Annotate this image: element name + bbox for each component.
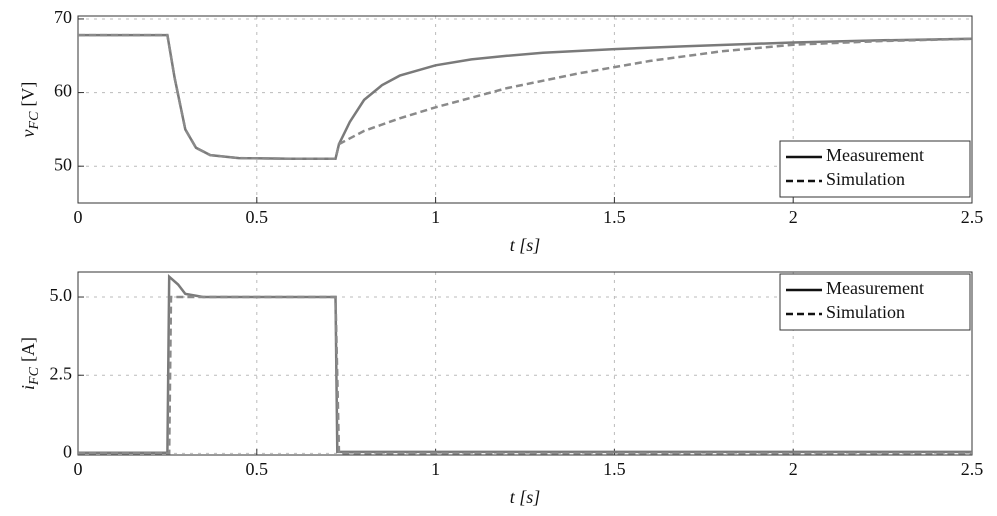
- x-axis-label: t [s]: [510, 487, 541, 507]
- legend-label: Measurement: [826, 145, 924, 165]
- data-line: [78, 33, 973, 161]
- plot-frame: [77, 15, 973, 204]
- legend-label: Simulation: [826, 169, 905, 189]
- y-label-subscript: FC: [27, 111, 42, 131]
- x-tick-label: 0: [74, 207, 83, 227]
- y-tick-label: 5.0: [50, 285, 73, 305]
- x-tick-label: 2.5: [961, 459, 984, 479]
- x-tick-label: 1: [431, 207, 440, 227]
- x-tick-label: 2.5: [961, 207, 984, 227]
- y-tick-label: 60: [54, 81, 72, 101]
- y-label-unit: [A]: [18, 337, 38, 362]
- y-label-unit: [V]: [18, 82, 38, 107]
- x-tick-label: 0: [74, 459, 83, 479]
- y-label-subscript: FC: [27, 366, 42, 386]
- x-tick-label: 2: [789, 459, 798, 479]
- legend-box: [779, 140, 971, 198]
- data-line: [78, 33, 973, 161]
- x-tick-label: 0.5: [246, 207, 269, 227]
- legend-label: Simulation: [826, 302, 905, 322]
- y-tick-label: 70: [54, 7, 72, 27]
- y-axis-label: iFC [A]: [18, 337, 42, 390]
- y-label-symbol: v: [18, 129, 38, 137]
- legend-box: [779, 273, 971, 331]
- data-line: [78, 273, 972, 455]
- legend-label: Measurement: [826, 278, 924, 298]
- y-tick-label: 0: [63, 442, 72, 462]
- data-line: [78, 295, 972, 455]
- plot-frame: [77, 271, 973, 456]
- y-tick-label: 50: [54, 154, 72, 174]
- x-axis-label: t [s]: [510, 235, 541, 255]
- y-axis-label: vFC [V]: [18, 82, 42, 138]
- x-tick-label: 1.5: [603, 207, 626, 227]
- x-tick-label: 0.5: [246, 459, 269, 479]
- x-tick-label: 2: [789, 207, 798, 227]
- y-tick-label: 2.5: [50, 363, 73, 383]
- y-label-symbol: i: [18, 385, 38, 390]
- x-tick-label: 1.5: [603, 459, 626, 479]
- x-tick-label: 1: [431, 459, 440, 479]
